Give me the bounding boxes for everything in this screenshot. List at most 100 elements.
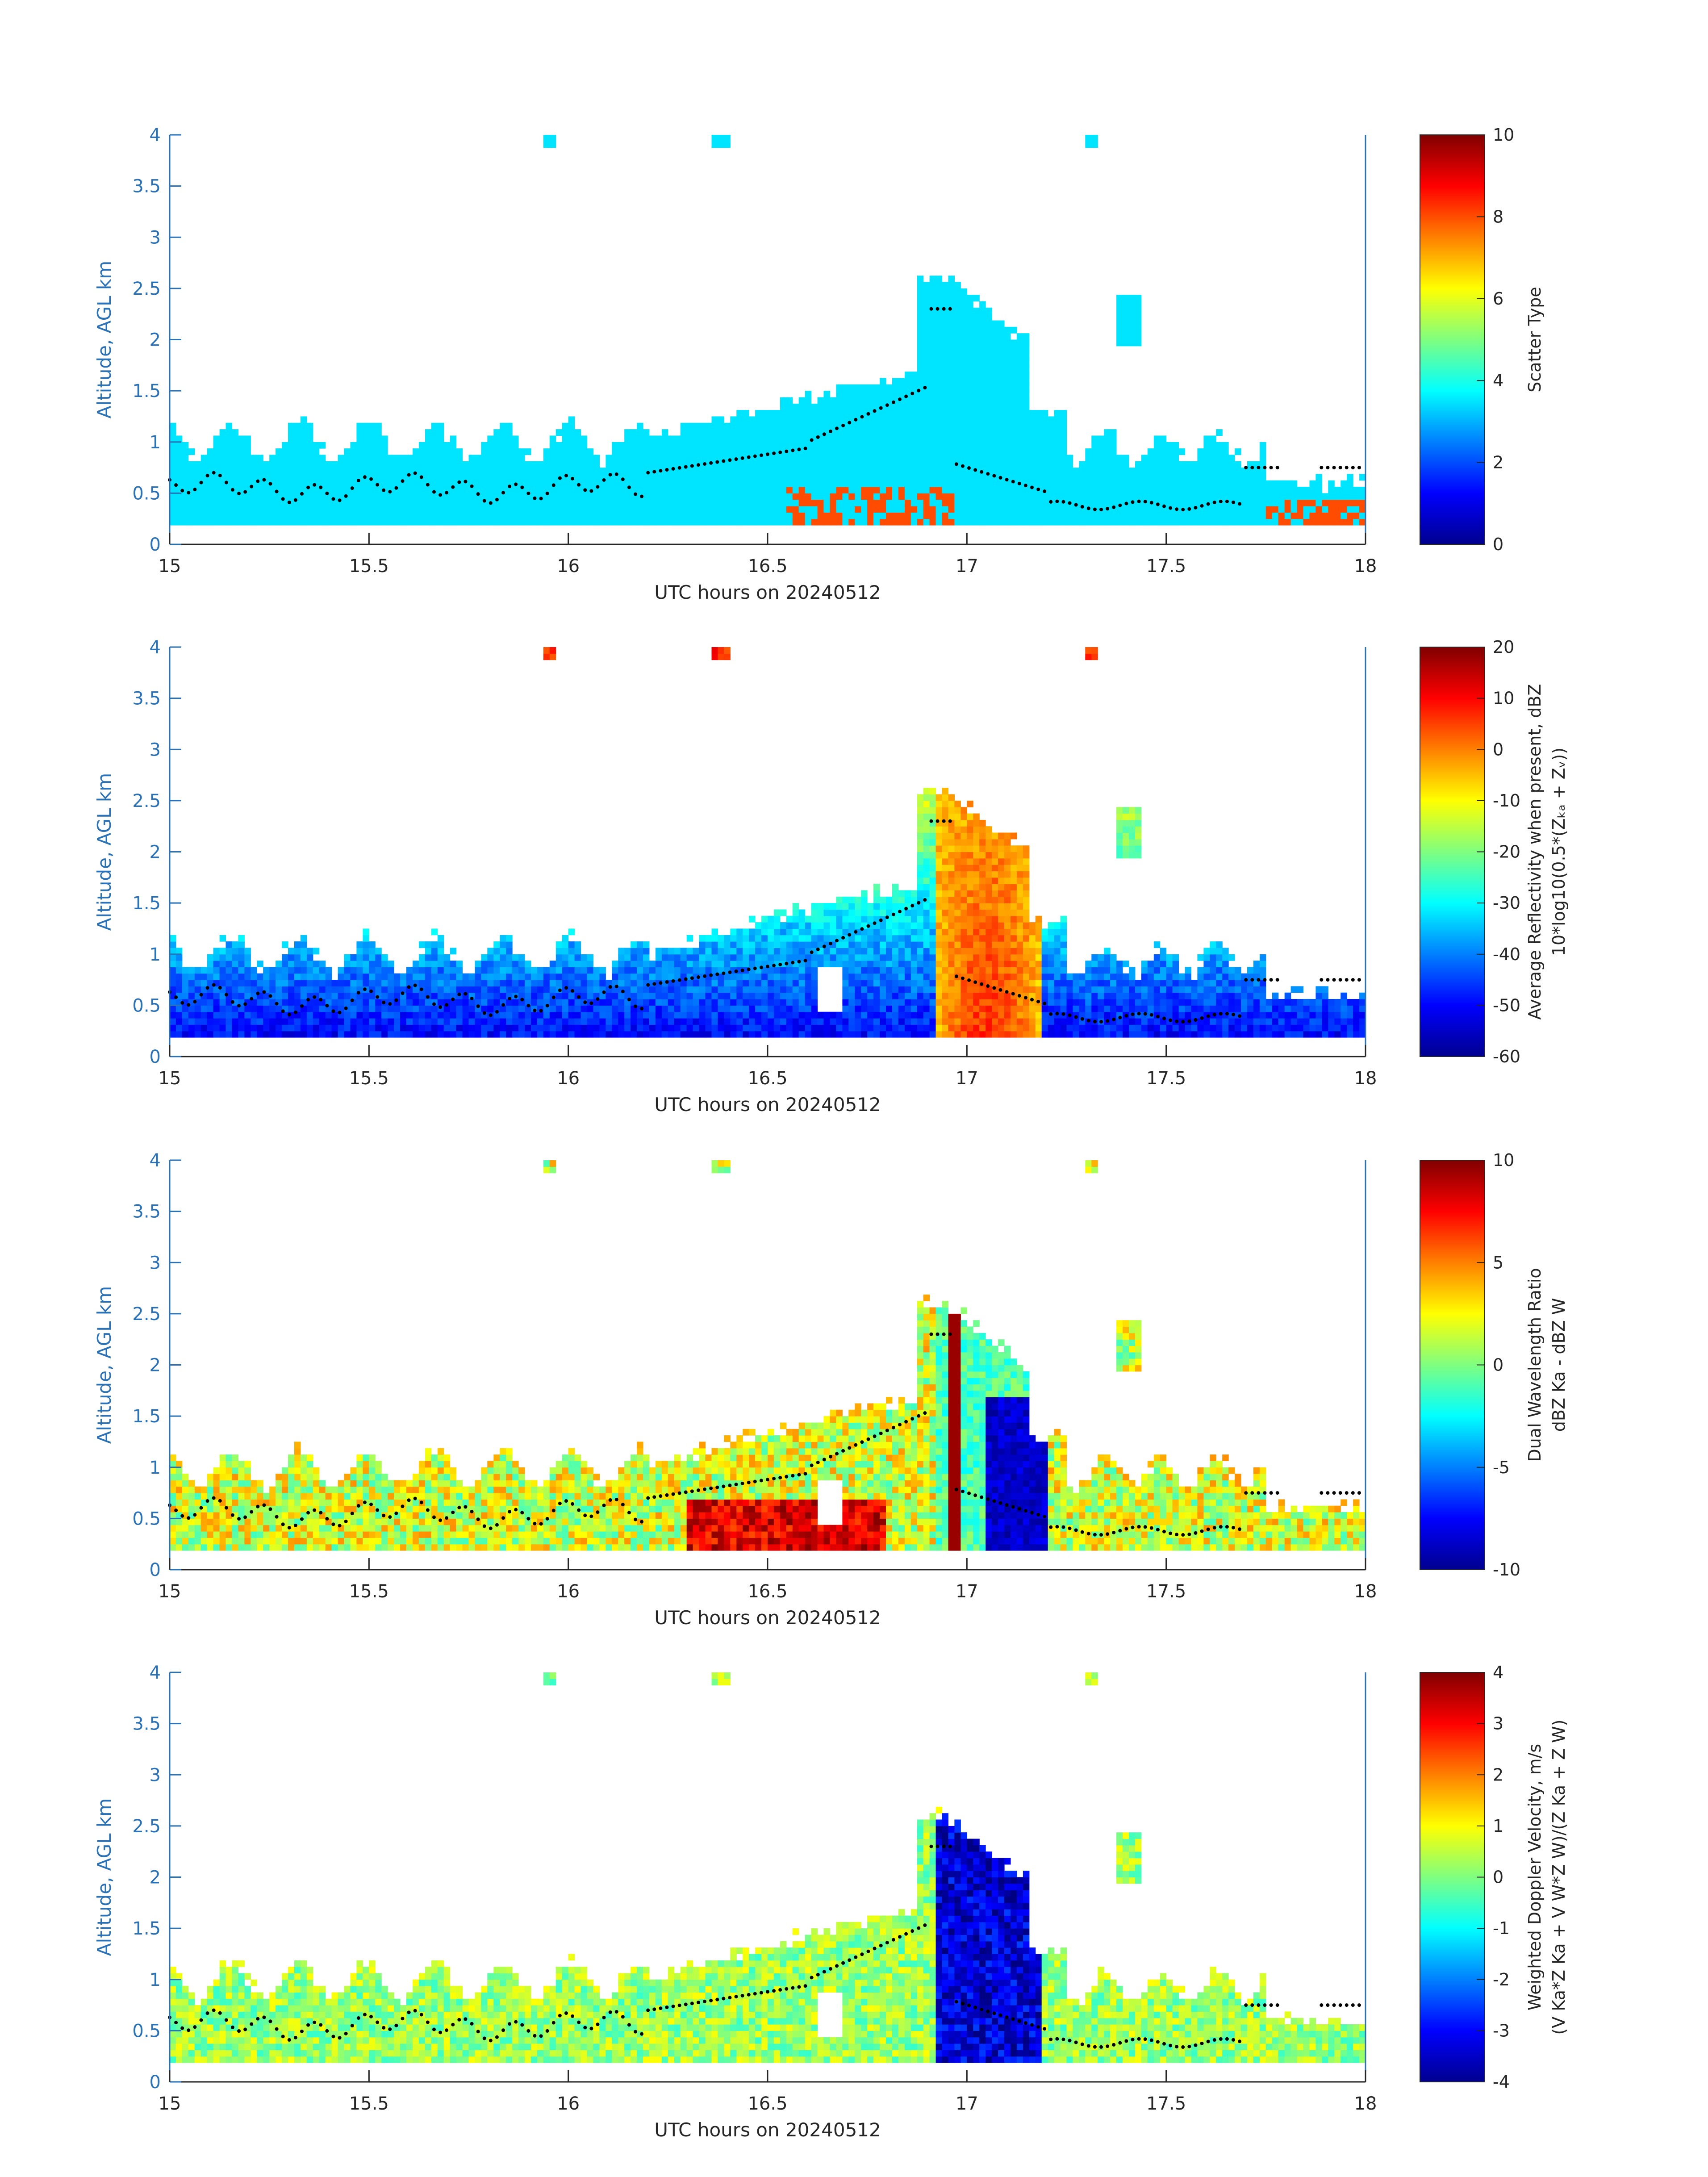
heatmap-cell [375,948,382,955]
heatmap-cell [612,992,618,999]
heatmap-cell [1253,480,1260,487]
heatmap-cell [798,1005,806,1012]
heatmap-cell [425,487,432,493]
heatmap-cell [425,954,432,961]
heatmap-cell [1035,480,1042,487]
heatmap-cell [1185,518,1191,526]
heatmap-cell [1016,512,1023,519]
heatmap-cell [587,961,593,967]
heatmap-cell [631,512,637,519]
heatmap-cell [792,422,799,430]
heatmap-cell [886,480,893,487]
heatmap-cell [792,986,799,993]
heatmap-cell [898,378,905,385]
heatmap-cell [1185,493,1191,500]
heatmap-cell [1303,512,1310,519]
heatmap-cell [954,339,961,347]
heatmap-cell [967,480,973,487]
heatmap-cell [942,301,948,308]
heatmap-cell [244,518,251,526]
heatmap-cell [1011,359,1017,366]
heatmap-cell [867,992,874,999]
heatmap-cell [836,1018,843,1025]
heatmap-cell [356,506,363,513]
heatmap-cell [798,493,806,500]
heatmap-cell [749,512,756,519]
heatmap-cell [979,307,986,314]
heatmap-cell [200,493,208,500]
heatmap-cell [263,461,270,468]
heatmap-cell [1265,487,1273,493]
heatmap-cell [786,474,793,481]
heatmap-cell [1060,442,1067,449]
heatmap-cell [960,320,967,327]
heatmap-cell [257,487,263,493]
heatmap-cell [549,980,556,986]
heatmap-cell [282,1031,288,1038]
heatmap-cell [481,980,488,986]
heatmap-cell [637,1011,643,1019]
heatmap-cell [873,1024,880,1032]
heatmap-cell [481,961,488,967]
heatmap-cell [724,499,731,506]
heatmap-cell [755,973,762,980]
heatmap-cell [580,448,588,455]
heatmap-cell [475,461,481,468]
heatmap-cell [1153,487,1161,493]
heatmap-cell [1029,416,1036,423]
heatmap-cell [773,410,781,417]
heatmap-cell [1041,518,1048,526]
heatmap-cell [1284,512,1291,519]
heatmap-cell [855,986,861,993]
heatmap-cell [400,461,407,468]
heatmap-cell [450,493,457,500]
heatmap-cell [1197,512,1204,519]
heatmap-cell [861,1005,868,1012]
heatmap-cell [917,339,924,347]
heatmap-cell [1315,512,1322,519]
heatmap-cell [331,512,338,519]
heatmap-cell [811,1031,818,1038]
heatmap-cell [836,397,843,404]
heatmap-cell [761,948,768,955]
heatmap-cell [580,474,588,481]
heatmap-cell [1011,468,1017,474]
heatmap-cell [661,967,668,974]
heatmap-cell [394,518,401,526]
heatmap-cell [294,493,301,500]
heatmap-cell [699,506,706,513]
heatmap-cell [406,992,413,999]
heatmap-cell [1110,461,1117,468]
cloud-base-point [520,485,524,489]
heatmap-cell [568,487,575,493]
heatmap-cell [917,365,924,372]
heatmap-cell [506,518,513,526]
cloud-base-point [1156,502,1160,506]
heatmap-cell [711,468,718,474]
heatmap-cell [1166,480,1173,487]
heatmap-cell [1029,422,1036,430]
heatmap-cell [861,915,868,923]
heatmap-cell [500,961,506,967]
heatmap-cell [686,999,693,1006]
heatmap-cell [873,455,880,462]
heatmap-cell [1110,442,1117,449]
heatmap-cell [618,499,625,506]
heatmap-cell [1166,499,1173,506]
heatmap-cell [1035,499,1042,506]
heatmap-cell [661,1011,668,1019]
heatmap-cell [811,1024,818,1032]
heatmap-cell [861,518,868,526]
heatmap-cell [226,487,232,493]
heatmap-cell [848,480,855,487]
heatmap-cell [686,499,693,506]
heatmap-cell [413,487,419,493]
heatmap-cell [450,448,457,455]
heatmap-cell [175,499,183,506]
heatmap-cell [1023,518,1030,526]
heatmap-cell [338,980,345,986]
heatmap-cell [1029,499,1036,506]
heatmap-cell [960,468,967,474]
heatmap-cell [388,1031,394,1038]
heatmap-cell [1141,468,1148,474]
